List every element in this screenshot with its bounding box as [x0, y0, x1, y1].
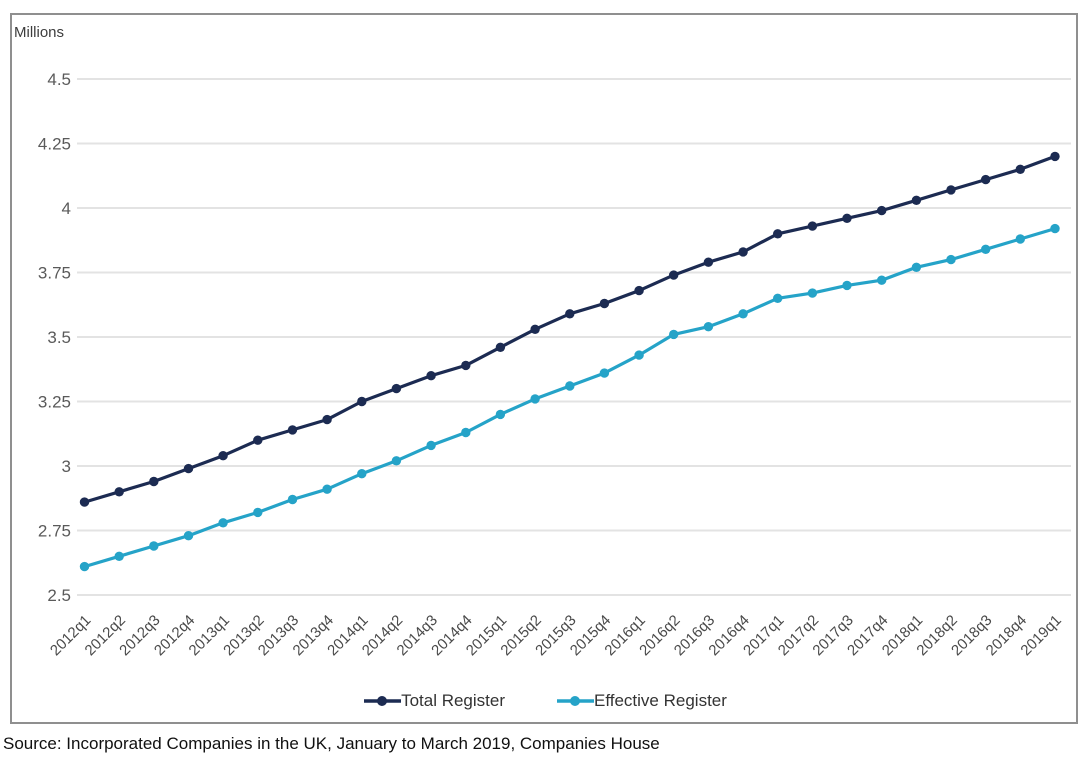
series-point-effective-register [669, 329, 679, 340]
series-point-effective-register [426, 440, 436, 451]
series-point-effective-register [565, 381, 575, 391]
source-note: Source: Incorporated Companies in the UK… [3, 734, 660, 753]
series-point-effective-register [530, 394, 540, 404]
series-point-total-register [322, 414, 332, 425]
y-tick-label: 3.25 [38, 393, 71, 412]
series-point-total-register [1050, 151, 1060, 162]
legend-label-total-register: Total Register [401, 691, 505, 710]
series-point-total-register [669, 270, 679, 280]
series-point-effective-register [357, 469, 367, 479]
series-point-total-register [218, 451, 228, 461]
series-point-total-register [79, 497, 90, 507]
series-point-total-register [738, 247, 748, 257]
series-point-total-register [773, 229, 783, 239]
series-point-total-register [253, 435, 263, 445]
legend-item-effective-register: Effective Register [557, 691, 727, 711]
y-tick-label: 2.5 [47, 586, 71, 605]
series-point-total-register [946, 185, 956, 195]
y-tick-label: 4.5 [47, 70, 71, 89]
series-point-effective-register [842, 280, 852, 291]
legend: Total Register Effective Register [0, 691, 1091, 711]
series-point-effective-register [946, 254, 956, 265]
series-point-effective-register [1015, 234, 1025, 244]
series-point-total-register [842, 213, 852, 223]
series-point-effective-register [807, 288, 818, 298]
series-point-total-register [1015, 164, 1025, 174]
y-tick-label: 3 [62, 457, 71, 476]
y-tick-label: 3.75 [38, 264, 71, 283]
legend-marker-total-register-icon [364, 696, 402, 706]
series-point-effective-register [877, 275, 887, 285]
series-point-effective-register [1050, 223, 1060, 234]
series-point-total-register [703, 257, 714, 267]
series-point-total-register [391, 383, 402, 394]
series-point-effective-register [703, 322, 714, 332]
series-point-effective-register [634, 350, 644, 360]
series-point-effective-register [183, 531, 194, 541]
series-line-effective-register [82, 227, 1057, 569]
series-point-effective-register [599, 368, 610, 378]
series-point-total-register [357, 396, 367, 407]
legend-label-effective-register: Effective Register [594, 691, 727, 710]
series-point-total-register [530, 324, 540, 334]
series-point-effective-register [79, 561, 90, 572]
series-point-total-register [114, 487, 124, 497]
series-point-total-register [495, 342, 506, 352]
series-point-total-register [565, 309, 575, 319]
y-tick-label: 2.75 [38, 522, 71, 541]
series-point-total-register [599, 298, 610, 309]
series-point-effective-register [461, 427, 471, 438]
series-point-effective-register [391, 456, 402, 466]
series-point-effective-register [114, 551, 124, 561]
series-point-total-register [287, 425, 298, 435]
chart-frame [10, 13, 1078, 724]
legend-item-total-register: Total Register [364, 691, 505, 711]
series-point-effective-register [495, 409, 506, 420]
series-point-effective-register [253, 507, 263, 518]
series-point-total-register [461, 360, 471, 371]
series-point-total-register [807, 221, 818, 231]
series-point-total-register [911, 195, 922, 205]
legend-marker-effective-register-icon [557, 696, 594, 706]
y-axis-unit-label: Millions [14, 24, 65, 41]
series-point-total-register [981, 174, 991, 185]
series-point-effective-register [981, 244, 991, 254]
series-point-effective-register [218, 518, 228, 528]
series-point-effective-register [773, 293, 783, 303]
y-tick-label: 4.25 [38, 135, 71, 154]
series-point-total-register [183, 463, 194, 474]
series-point-effective-register [287, 494, 298, 505]
series-point-effective-register [322, 484, 332, 494]
y-tick-label: 3.5 [47, 328, 71, 347]
y-tick-label: 4 [62, 199, 71, 218]
series-point-effective-register [738, 309, 748, 319]
series-point-total-register [877, 205, 887, 216]
series-point-effective-register [911, 262, 922, 272]
series-point-effective-register [149, 541, 159, 551]
series-point-total-register [149, 476, 159, 487]
series-point-total-register [634, 285, 644, 296]
series-point-total-register [426, 371, 436, 381]
